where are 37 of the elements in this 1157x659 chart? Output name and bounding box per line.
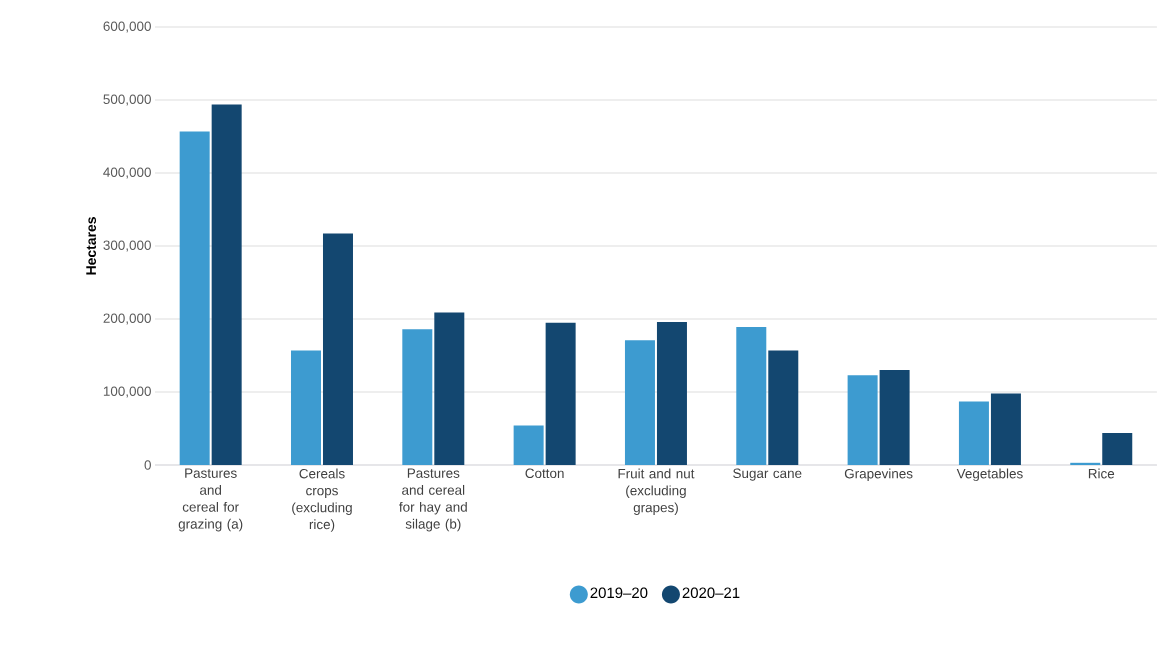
legend-label: 2019–20 (590, 587, 648, 599)
x-tick-label: Cotton (525, 468, 564, 479)
y-tick-label: 300,000 (103, 240, 151, 252)
bar (545, 322, 576, 465)
y-tick-label: 500,000 (103, 94, 151, 106)
bar (847, 375, 878, 465)
y-tick-label: 400,000 (103, 167, 151, 179)
bar (1102, 432, 1133, 465)
y-tick-label: 200,000 (103, 313, 151, 325)
bar (322, 233, 353, 465)
bar (434, 312, 465, 465)
x-tick-label: Cereals crops (excluding rice) (292, 468, 352, 532)
bar (736, 327, 767, 465)
x-tick-label: Pastures and cereal for grazing (a) (178, 468, 243, 532)
bar (624, 340, 655, 465)
bar (990, 393, 1021, 465)
bar (290, 350, 321, 465)
x-tick-label: Sugar cane (733, 468, 802, 481)
x-tick-label: Pastures and cereal for hay and silage (b) (399, 468, 467, 532)
bar (958, 401, 989, 465)
y-tick-label: 100,000 (103, 386, 151, 398)
bar (211, 104, 242, 465)
bar (879, 370, 910, 465)
y-axis-title: Hectares (86, 217, 97, 275)
y-tick-label: 600,000 (103, 21, 151, 33)
x-tick-label: Rice (1088, 468, 1115, 479)
bar (402, 329, 433, 465)
bar (1070, 462, 1101, 465)
x-tick-label: Grapevines (844, 468, 913, 482)
bar (656, 321, 687, 465)
bar (768, 350, 799, 465)
bar (179, 131, 210, 465)
legend-label: 2020–21 (682, 587, 740, 599)
x-tick-label: Fruit and nut (excluding grapes) (618, 468, 695, 515)
bar (513, 425, 544, 465)
x-tick-label: Vegetables (956, 468, 1023, 482)
y-tick-label: 0 (144, 460, 151, 470)
